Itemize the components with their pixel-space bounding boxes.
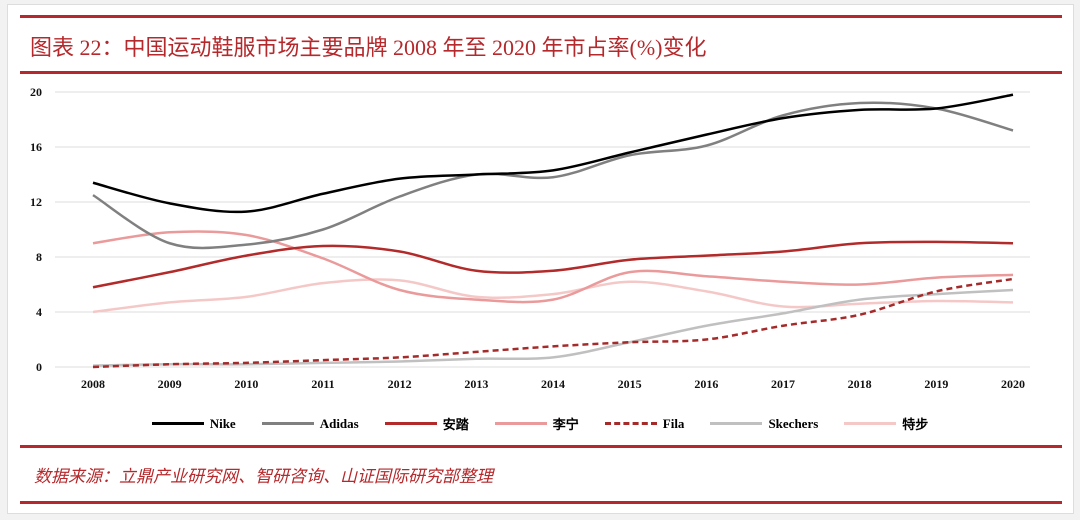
- series-line-3: [92, 230, 1014, 304]
- y-tick-label: 16: [30, 140, 42, 154]
- top-rule: [20, 15, 1062, 18]
- legend-swatch: [844, 422, 897, 425]
- legend-label: Adidas: [319, 415, 359, 431]
- x-tick-label: 2016: [694, 377, 718, 391]
- legend-swatch: [384, 422, 437, 425]
- figure-card: [7, 4, 1074, 514]
- legend-item: Adidas: [261, 414, 359, 433]
- x-tick-label: 2011: [311, 377, 334, 391]
- legend-swatch: [261, 422, 314, 425]
- legend-label: 安踏: [442, 417, 469, 432]
- legend-swatch: [710, 422, 763, 425]
- x-tick-label: 2008: [81, 377, 105, 391]
- legend: Nike Adidas 安踏 李宁 Fila Skechers 特步: [0, 414, 1080, 433]
- series-line-5: [92, 288, 1014, 367]
- x-tick-label: 2012: [388, 377, 412, 391]
- series-line-0: [92, 93, 1014, 214]
- legend-item: Nike: [151, 414, 236, 433]
- x-tick-label: 2009: [158, 377, 182, 391]
- legend-label: 特步: [902, 417, 929, 432]
- x-tick-label: 2020: [1001, 377, 1025, 391]
- y-tick-label: 12: [30, 195, 42, 209]
- legend-swatch: [494, 422, 547, 425]
- x-tick-label: 2017: [771, 377, 795, 391]
- y-tick-label: 0: [36, 360, 42, 374]
- series-line-2: [92, 240, 1014, 289]
- x-tick-label: 2018: [848, 377, 872, 391]
- legend-item: Skechers: [710, 414, 818, 433]
- legend-swatch: [151, 422, 204, 425]
- legend-swatch: [604, 422, 657, 425]
- series-line-6: [92, 278, 1014, 314]
- legend-label: Nike: [209, 415, 236, 431]
- title-rule: [20, 71, 1062, 74]
- y-tick-label: 20: [30, 85, 42, 99]
- x-tick-label: 2010: [234, 377, 258, 391]
- legend-item: 特步: [844, 414, 928, 433]
- legend-item: 李宁: [494, 414, 579, 433]
- x-tick-label: 2014: [541, 377, 565, 391]
- legend-rule: [20, 445, 1062, 448]
- figure-title: 图表 22：中国运动鞋服市场主要品牌 2008 年至 2020 年市占率(%)变…: [30, 35, 707, 60]
- legend-label: 李宁: [552, 417, 579, 432]
- series-line-4: [92, 277, 1014, 369]
- legend-label: Skechers: [768, 415, 819, 431]
- legend-item: 安踏: [384, 414, 469, 433]
- x-tick-label: 2013: [464, 377, 488, 391]
- legend-item: Fila: [604, 414, 685, 433]
- legend-label: Fila: [662, 415, 685, 431]
- x-tick-label: 2015: [618, 377, 642, 391]
- y-tick-label: 4: [36, 305, 42, 319]
- series-line-1: [92, 101, 1014, 250]
- y-tick-label: 8: [36, 250, 42, 264]
- bottom-rule: [20, 501, 1062, 504]
- line-chart: 0 4 8 12 16 20 2008 2009 2010 2011 2012 2013 2014 201…: [30, 85, 1030, 391]
- source-note: 数据来源：立鼎产业研究网、智研咨询、山证国际研究部整理: [34, 467, 493, 486]
- x-tick-label: 2019: [924, 377, 948, 391]
